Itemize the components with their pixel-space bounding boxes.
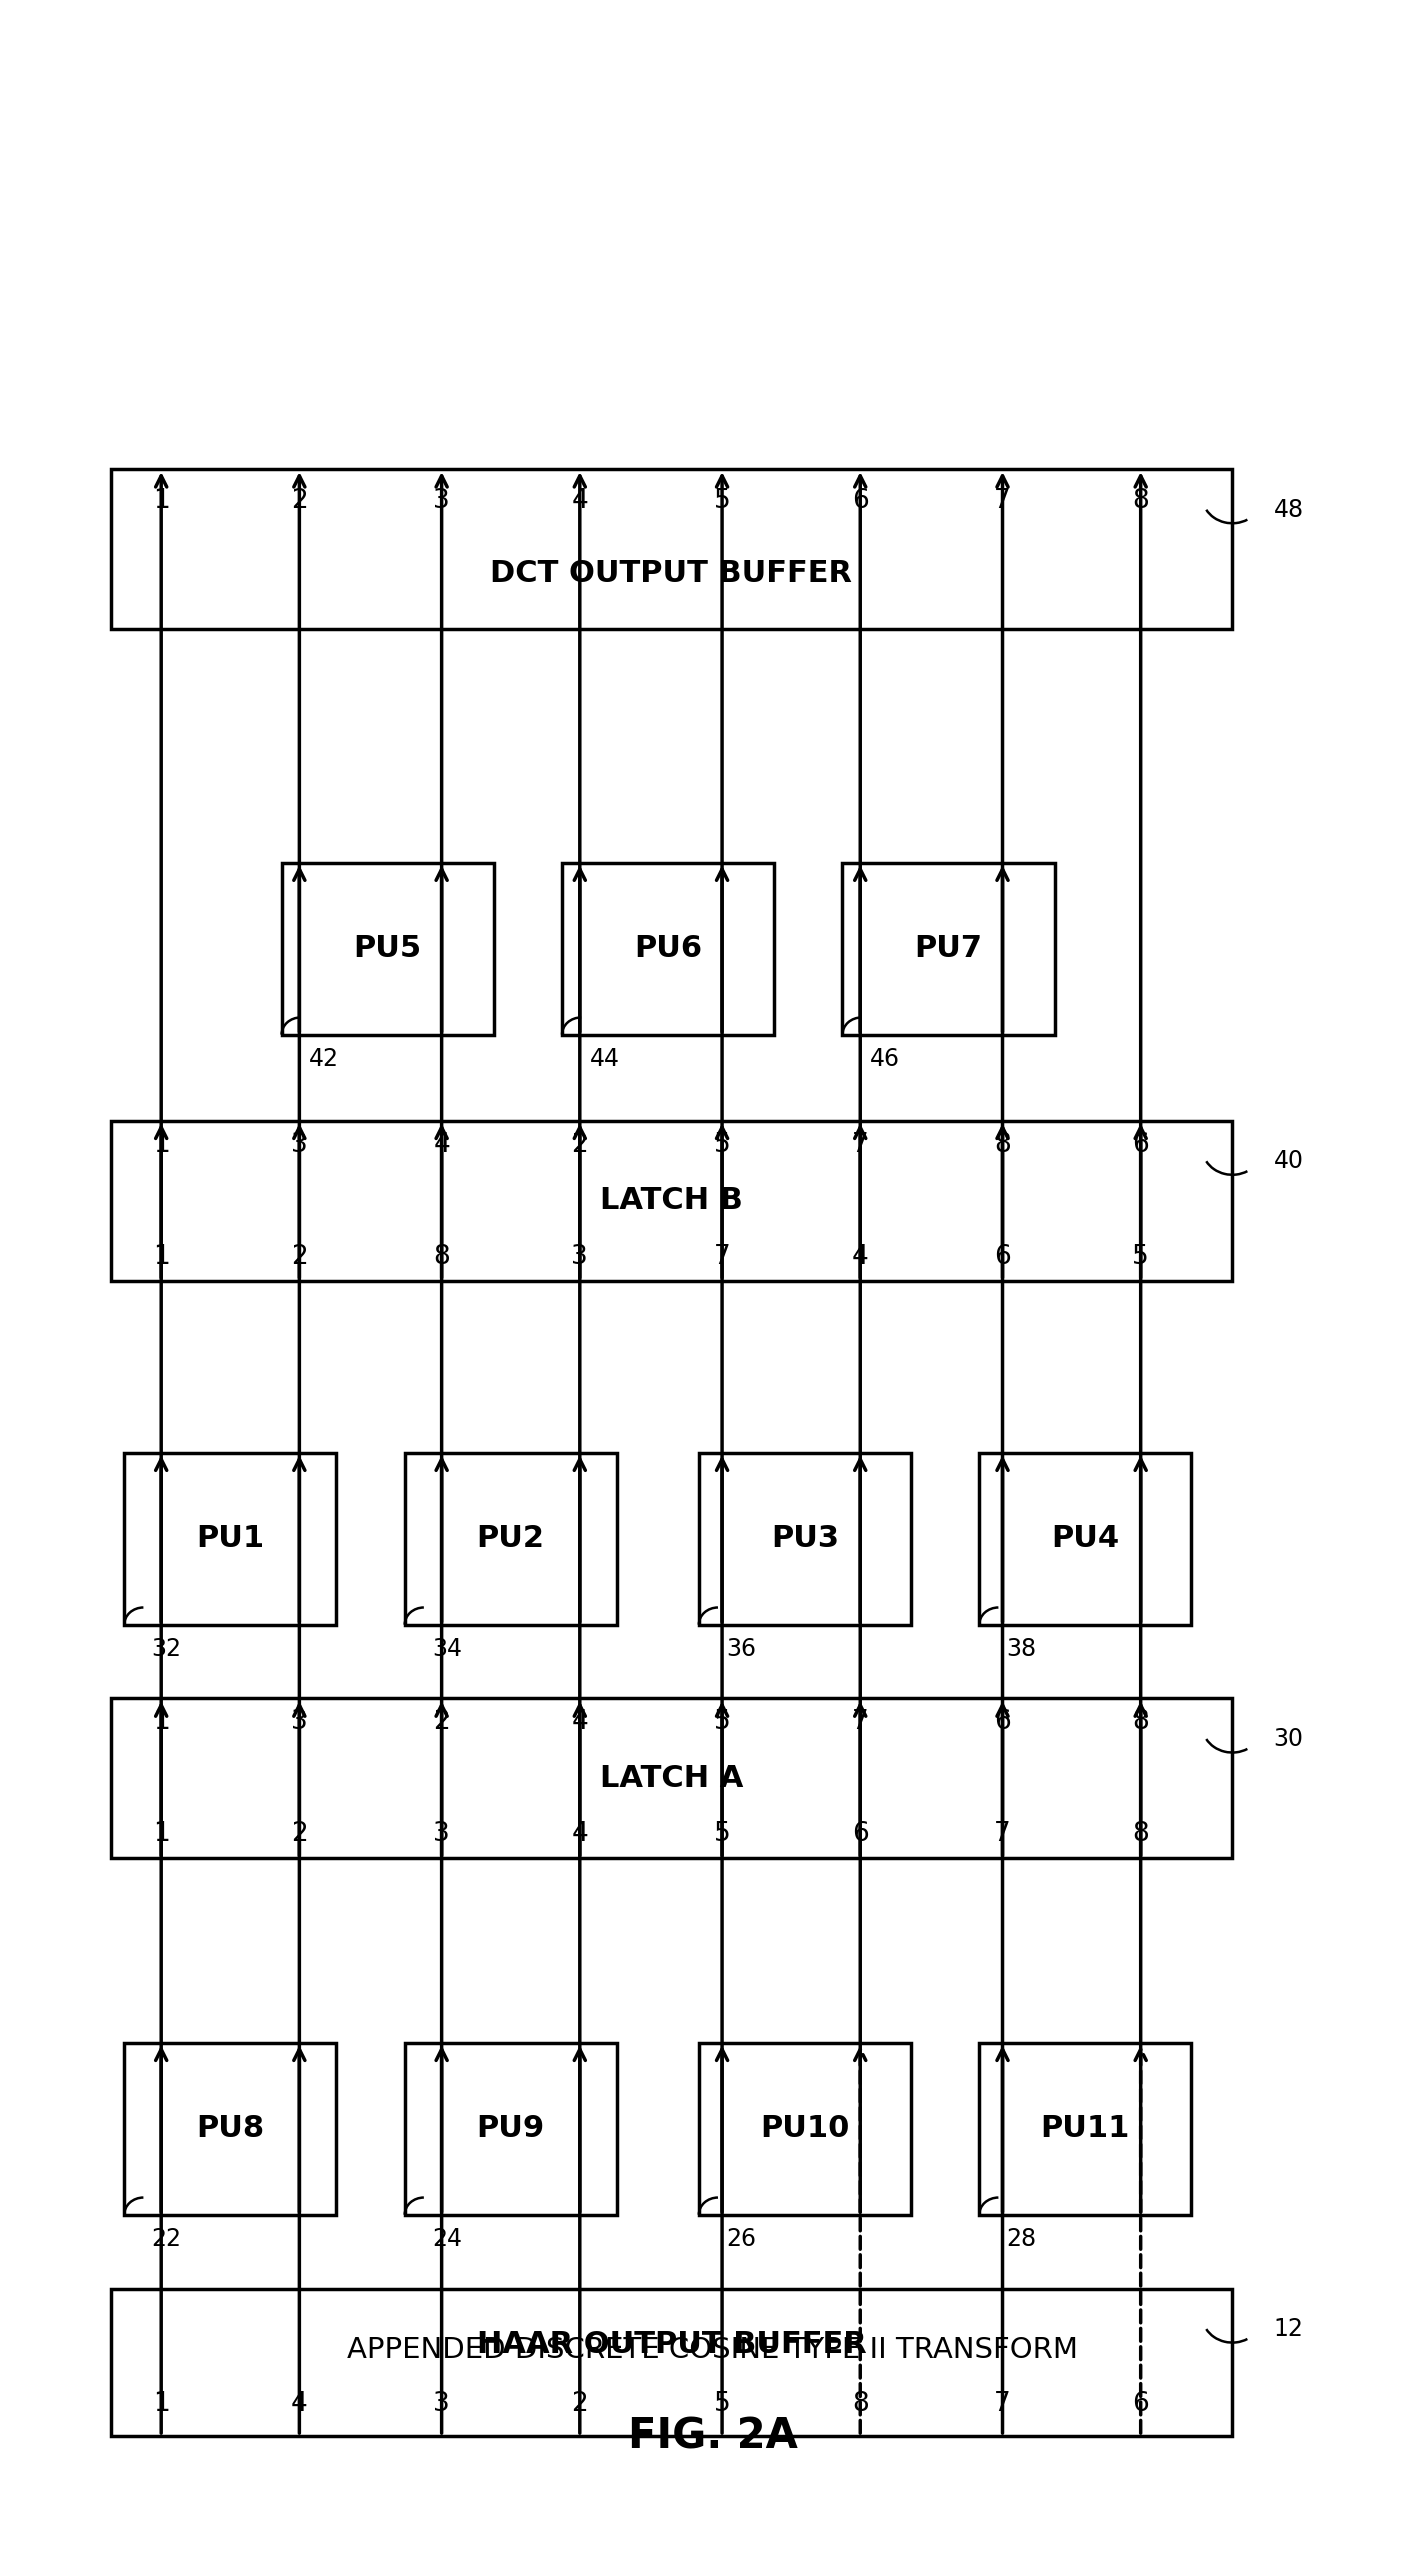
Text: FIG. 2A: FIG. 2A bbox=[627, 2415, 798, 2456]
Text: PU7: PU7 bbox=[915, 935, 982, 963]
Text: 22: 22 bbox=[151, 2228, 181, 2251]
Bar bbox=[561, 863, 774, 1035]
Bar bbox=[979, 2044, 1191, 2215]
Text: 28: 28 bbox=[1006, 2228, 1037, 2251]
Text: 8: 8 bbox=[1133, 1708, 1149, 1736]
Text: 8: 8 bbox=[852, 2389, 869, 2418]
Text: LATCH B: LATCH B bbox=[600, 1186, 742, 1214]
Bar bbox=[282, 863, 493, 1035]
Text: 34: 34 bbox=[432, 1636, 462, 1660]
Text: PU5: PU5 bbox=[353, 935, 422, 963]
Text: 2: 2 bbox=[433, 1708, 450, 1736]
Text: 46: 46 bbox=[869, 1047, 899, 1070]
Text: 3: 3 bbox=[291, 1708, 308, 1736]
Text: 1: 1 bbox=[152, 1821, 170, 1846]
Text: PU2: PU2 bbox=[477, 1524, 544, 1552]
Text: APPENDED DISCRETE COSINE TYPE II TRANSFORM: APPENDED DISCRETE COSINE TYPE II TRANSFO… bbox=[348, 2336, 1077, 2364]
Text: 3: 3 bbox=[433, 489, 450, 515]
Text: 5: 5 bbox=[714, 489, 731, 515]
Text: 5: 5 bbox=[714, 1708, 731, 1736]
Text: 2: 2 bbox=[571, 1132, 589, 1158]
Text: 4: 4 bbox=[571, 489, 589, 515]
Bar bbox=[698, 1452, 911, 1624]
Bar bbox=[111, 1122, 1233, 1280]
Text: 4: 4 bbox=[291, 2389, 308, 2418]
Text: 6: 6 bbox=[852, 1821, 869, 1846]
Text: PU11: PU11 bbox=[1040, 2115, 1130, 2144]
Bar bbox=[111, 2290, 1233, 2436]
Text: 7: 7 bbox=[995, 489, 1010, 515]
Text: 5: 5 bbox=[714, 2389, 731, 2418]
Text: 3: 3 bbox=[291, 1132, 308, 1158]
Text: 30: 30 bbox=[1274, 1726, 1304, 1752]
Text: 26: 26 bbox=[727, 2228, 757, 2251]
Text: 40: 40 bbox=[1274, 1150, 1304, 1173]
Text: 8: 8 bbox=[995, 1132, 1010, 1158]
Text: 24: 24 bbox=[432, 2228, 462, 2251]
Bar bbox=[111, 469, 1233, 630]
Text: PU1: PU1 bbox=[197, 1524, 265, 1552]
Bar bbox=[124, 1452, 336, 1624]
Text: 44: 44 bbox=[590, 1047, 620, 1070]
Text: 5: 5 bbox=[1133, 1245, 1149, 1270]
Text: 7: 7 bbox=[995, 2389, 1010, 2418]
Text: 6: 6 bbox=[1133, 1132, 1149, 1158]
Text: 7: 7 bbox=[995, 1821, 1010, 1846]
Text: 2: 2 bbox=[291, 489, 308, 515]
Text: 2: 2 bbox=[291, 1245, 308, 1270]
Text: 36: 36 bbox=[727, 1636, 757, 1660]
Text: 38: 38 bbox=[1006, 1636, 1037, 1660]
Text: 4: 4 bbox=[571, 1821, 589, 1846]
Text: 4: 4 bbox=[571, 1708, 589, 1736]
Text: PU9: PU9 bbox=[476, 2115, 544, 2144]
Text: 5: 5 bbox=[714, 1821, 731, 1846]
Text: 1: 1 bbox=[152, 489, 170, 515]
Text: 6: 6 bbox=[1133, 2389, 1149, 2418]
Text: 4: 4 bbox=[433, 1132, 450, 1158]
Text: PU3: PU3 bbox=[771, 1524, 839, 1552]
Text: 7: 7 bbox=[852, 1132, 869, 1158]
Bar bbox=[405, 1452, 617, 1624]
Text: 4: 4 bbox=[852, 1245, 869, 1270]
Text: 8: 8 bbox=[1133, 489, 1149, 515]
Text: 7: 7 bbox=[852, 1708, 869, 1736]
Bar bbox=[405, 2044, 617, 2215]
Text: 1: 1 bbox=[152, 1245, 170, 1270]
Text: 32: 32 bbox=[151, 1636, 181, 1660]
Text: HAAR OUTPUT BUFFER: HAAR OUTPUT BUFFER bbox=[476, 2331, 866, 2359]
Bar bbox=[124, 2044, 336, 2215]
Text: 5: 5 bbox=[714, 1132, 731, 1158]
Bar bbox=[842, 863, 1054, 1035]
Text: 3: 3 bbox=[571, 1245, 589, 1270]
Text: 3: 3 bbox=[433, 1821, 450, 1846]
Text: 6: 6 bbox=[995, 1245, 1010, 1270]
Text: 42: 42 bbox=[309, 1047, 339, 1070]
Bar bbox=[979, 1452, 1191, 1624]
Text: 6: 6 bbox=[852, 489, 869, 515]
Text: PU4: PU4 bbox=[1052, 1524, 1120, 1552]
Text: PU8: PU8 bbox=[197, 2115, 265, 2144]
Text: PU10: PU10 bbox=[760, 2115, 849, 2144]
Bar bbox=[698, 2044, 911, 2215]
Text: 12: 12 bbox=[1274, 2318, 1304, 2341]
Bar bbox=[111, 1698, 1233, 1859]
Text: 48: 48 bbox=[1274, 497, 1304, 522]
Text: 2: 2 bbox=[571, 2389, 589, 2418]
Text: DCT OUTPUT BUFFER: DCT OUTPUT BUFFER bbox=[490, 558, 852, 586]
Text: PU6: PU6 bbox=[634, 935, 703, 963]
Text: 1: 1 bbox=[152, 1132, 170, 1158]
Text: LATCH A: LATCH A bbox=[600, 1765, 744, 1793]
Text: 8: 8 bbox=[433, 1245, 450, 1270]
Text: 7: 7 bbox=[714, 1245, 731, 1270]
Text: 6: 6 bbox=[995, 1708, 1010, 1736]
Text: 8: 8 bbox=[1133, 1821, 1149, 1846]
Text: 2: 2 bbox=[291, 1821, 308, 1846]
Text: 1: 1 bbox=[152, 1708, 170, 1736]
Text: 3: 3 bbox=[433, 2389, 450, 2418]
Text: 1: 1 bbox=[152, 2389, 170, 2418]
